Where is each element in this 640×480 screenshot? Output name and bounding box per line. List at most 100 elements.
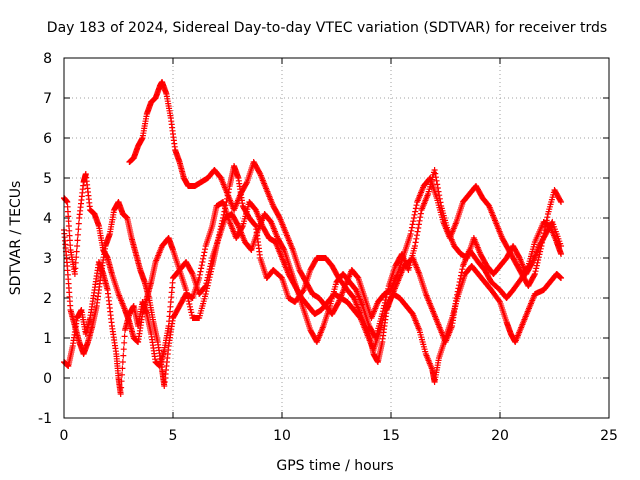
data-point: [539, 236, 546, 243]
data-point: [74, 243, 81, 249]
data-point: [121, 333, 128, 340]
data-point: [203, 280, 210, 287]
data-point: [412, 205, 419, 212]
data-point: [202, 283, 209, 289]
data-point: [432, 170, 439, 177]
data-point: [205, 269, 212, 275]
data-point: [372, 333, 379, 340]
data-point: [411, 243, 418, 249]
data-point: [198, 262, 205, 269]
y-tick-label: 1: [43, 331, 52, 347]
data-point: [415, 225, 422, 231]
data-point: [529, 260, 536, 267]
data-point: [379, 308, 386, 315]
data-point: [496, 297, 503, 304]
data-point: [119, 359, 126, 365]
data-point: [414, 228, 421, 235]
data-point: [536, 251, 543, 258]
data-point: [71, 271, 78, 277]
data-point: [381, 299, 388, 306]
data-point: [188, 309, 195, 316]
y-tick-label: 3: [43, 251, 52, 267]
data-point: [118, 371, 125, 378]
data-point: [73, 254, 80, 261]
data-point: [381, 302, 388, 309]
data-point: [410, 218, 417, 225]
data-point: [558, 199, 565, 205]
data-point: [417, 210, 424, 217]
data-point: [75, 226, 82, 233]
y-tick-label: -1: [38, 411, 52, 427]
data-point: [202, 246, 209, 253]
data-point: [541, 227, 548, 233]
x-tick-label: 25: [600, 428, 618, 444]
data-point: [204, 274, 211, 281]
data-point: [204, 277, 211, 284]
data-point: [196, 271, 203, 278]
y-tick-label: 6: [43, 131, 52, 147]
data-point: [416, 217, 423, 224]
data-markers: [61, 79, 565, 397]
data-point: [118, 378, 125, 385]
data-point: [202, 291, 209, 297]
data-point: [196, 275, 203, 281]
data-point: [540, 233, 547, 240]
data-point: [121, 339, 128, 346]
x-tick-label: 10: [273, 428, 291, 444]
tick-labels: 0 5 10 15 20 25 -1 0 1 2 3 4 5 6 7 8: [38, 51, 618, 444]
data-point: [206, 266, 213, 273]
data-point: [73, 248, 80, 255]
data-point: [533, 265, 540, 272]
data-point: [432, 174, 439, 181]
data-point: [537, 248, 544, 255]
x-tick-label: 15: [382, 428, 400, 444]
data-point: [72, 265, 79, 272]
data-point: [431, 167, 438, 173]
data-point: [532, 268, 539, 275]
data-point: [299, 288, 306, 295]
data-point: [544, 214, 551, 221]
data-point: [412, 208, 419, 215]
data-point: [201, 249, 208, 256]
data-point: [538, 243, 545, 249]
data-point: [541, 230, 548, 237]
data-point: [382, 297, 389, 303]
data-point: [411, 211, 418, 218]
data-point: [535, 254, 542, 261]
data-point: [380, 305, 387, 312]
data-point: [415, 221, 422, 228]
data-point: [72, 259, 79, 266]
y-tick-label: 2: [43, 291, 52, 307]
data-point: [207, 260, 214, 267]
data-point: [185, 298, 192, 305]
data-point: [74, 237, 81, 244]
y-axis-label: SDTVAR / TECUs: [8, 181, 24, 296]
data-point: [335, 300, 342, 307]
chart-title: Day 183 of 2024, Sidereal Day-to-day VTE…: [47, 20, 607, 36]
x-axis-label: GPS time / hours: [276, 458, 393, 474]
data-point: [354, 274, 361, 281]
data-point: [408, 227, 415, 234]
data-point: [207, 263, 214, 270]
data-point: [187, 303, 194, 310]
data-point: [417, 214, 424, 221]
data-point: [534, 259, 541, 266]
data-point: [542, 223, 549, 230]
data-point: [120, 346, 127, 353]
data-point: [205, 271, 212, 278]
data-point: [433, 177, 440, 184]
x-tick-label: 20: [491, 428, 509, 444]
data-point: [533, 262, 540, 269]
data-point: [197, 268, 204, 275]
data-point: [256, 169, 263, 176]
data-point: [543, 217, 550, 224]
y-tick-label: 5: [43, 171, 52, 187]
data-point: [557, 197, 564, 204]
data-point: [198, 265, 205, 272]
plot-frame: [63, 57, 610, 419]
data-point: [188, 269, 195, 276]
data-point: [558, 275, 565, 281]
data-point: [74, 231, 81, 238]
data-point: [558, 243, 565, 249]
y-tick-label: 8: [43, 51, 52, 67]
